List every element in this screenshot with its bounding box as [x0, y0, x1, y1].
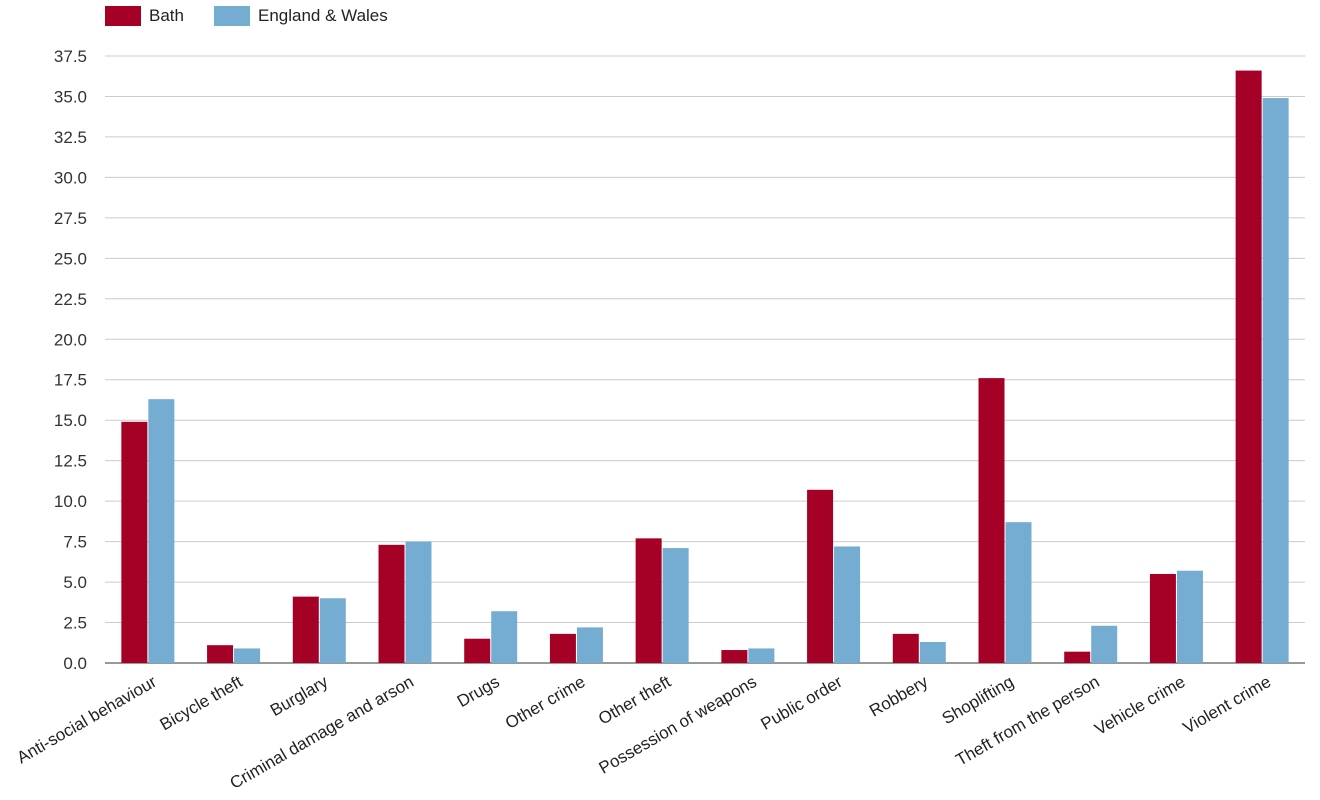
y-tick-label: 2.5 [63, 614, 87, 633]
bar-england-wales [662, 548, 689, 663]
bar-bath [207, 645, 234, 663]
y-tick-label: 20.0 [54, 330, 87, 349]
bar-england-wales [1091, 625, 1118, 663]
legend-item-bath: Bath [105, 6, 184, 26]
bar-bath [978, 378, 1005, 663]
x-tick-label: Bicycle theft [157, 672, 246, 734]
bar-bath [807, 489, 834, 663]
legend-label-england-wales: England & Wales [257, 6, 388, 25]
x-tick-label: Burglary [267, 672, 332, 720]
y-tick-label: 15.0 [54, 411, 87, 430]
bar-england-wales [1262, 98, 1289, 664]
bar-england-wales [234, 648, 261, 663]
bar-bath [549, 633, 576, 663]
y-tick-label: 22.5 [54, 290, 87, 309]
bar-bath [292, 596, 319, 663]
bar-england-wales [748, 648, 775, 663]
x-tick-label: Theft from the person [952, 672, 1102, 770]
y-tick-label: 0.0 [63, 654, 87, 673]
bar-bath [1235, 70, 1262, 664]
x-tick-label: Robbery [866, 672, 932, 721]
bar-england-wales [919, 641, 946, 663]
x-tick-label: Public order [758, 672, 846, 734]
y-tick-label: 10.0 [54, 492, 87, 511]
y-tick-label: 17.5 [54, 371, 87, 390]
bar-bath [121, 421, 148, 663]
x-tick-label: Violent crime [1180, 672, 1274, 737]
chart-legend: Bath England & Wales [105, 6, 418, 26]
x-tick-label: Shoplifting [939, 672, 1017, 728]
x-tick-label: Other theft [595, 672, 674, 729]
y-tick-label: 12.5 [54, 452, 87, 471]
bar-bath [635, 538, 662, 663]
legend-label-bath: Bath [149, 6, 184, 25]
x-tick-label: Anti-social behaviour [14, 672, 160, 768]
y-tick-label: 32.5 [54, 128, 87, 147]
y-tick-label: 35.0 [54, 87, 87, 106]
x-tick-label: Possession of weapons [596, 672, 760, 778]
bar-bath [1064, 651, 1091, 663]
bar-bath [1149, 573, 1176, 663]
bar-bath [464, 638, 491, 663]
legend-swatch-england-wales [213, 6, 250, 26]
bar-england-wales [405, 541, 432, 663]
x-tick-label: Drugs [454, 672, 503, 711]
bar-england-wales [834, 546, 861, 663]
legend-swatch-bath [105, 6, 141, 26]
bar-england-wales [319, 598, 346, 663]
bar-bath [378, 544, 405, 663]
y-tick-label: 7.5 [63, 533, 87, 552]
x-tick-label: Vehicle crime [1091, 672, 1188, 739]
bar-bath [892, 633, 919, 663]
y-tick-label: 37.5 [54, 47, 87, 66]
y-tick-label: 27.5 [54, 209, 87, 228]
y-tick-label: 5.0 [63, 573, 87, 592]
bar-england-wales [491, 611, 518, 663]
y-tick-label: 25.0 [54, 249, 87, 268]
x-tick-label: Other crime [502, 672, 588, 733]
bar-england-wales [1176, 570, 1203, 663]
legend-item-england-wales: England & Wales [213, 6, 388, 26]
bar-england-wales [148, 399, 175, 663]
bar-england-wales [1005, 522, 1032, 663]
bar-england-wales [576, 627, 603, 663]
bar-bath [721, 650, 748, 663]
y-tick-label: 30.0 [54, 168, 87, 187]
